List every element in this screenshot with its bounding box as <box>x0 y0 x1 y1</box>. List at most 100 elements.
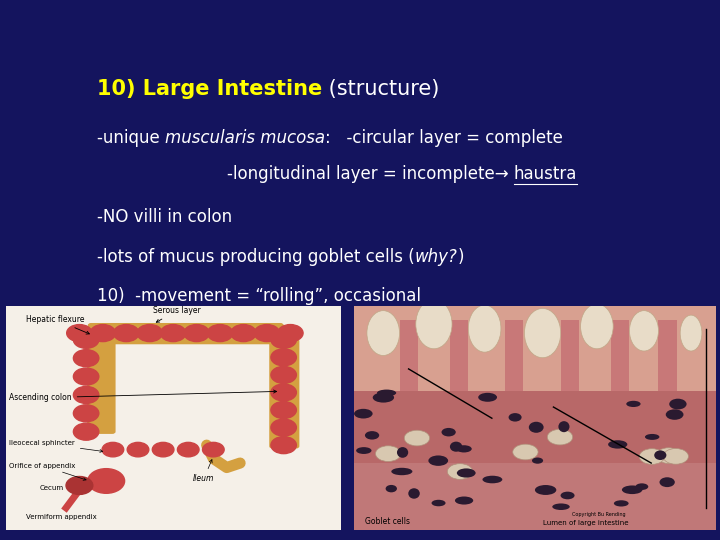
Text: Hepatic flexure: Hepatic flexure <box>26 315 89 334</box>
Ellipse shape <box>559 421 570 432</box>
FancyBboxPatch shape <box>354 306 716 530</box>
Text: -unique: -unique <box>96 129 165 147</box>
Ellipse shape <box>636 483 648 490</box>
Circle shape <box>114 325 139 342</box>
FancyBboxPatch shape <box>659 320 677 392</box>
Ellipse shape <box>608 440 627 449</box>
FancyBboxPatch shape <box>269 339 300 449</box>
Ellipse shape <box>386 485 397 492</box>
FancyBboxPatch shape <box>354 306 716 392</box>
Text: 10) Large Intestine: 10) Large Intestine <box>96 79 322 99</box>
Text: -NO villi in colon: -NO villi in colon <box>96 208 232 226</box>
Ellipse shape <box>478 393 497 402</box>
Circle shape <box>137 325 163 342</box>
FancyBboxPatch shape <box>6 306 341 530</box>
Ellipse shape <box>622 485 642 494</box>
Ellipse shape <box>408 488 420 499</box>
Ellipse shape <box>468 305 501 352</box>
Text: Ileum: Ileum <box>193 460 215 483</box>
Ellipse shape <box>663 449 688 464</box>
Ellipse shape <box>441 428 456 436</box>
Circle shape <box>254 325 279 342</box>
Circle shape <box>271 366 297 383</box>
Circle shape <box>153 442 174 457</box>
Ellipse shape <box>404 430 430 446</box>
Ellipse shape <box>428 455 448 466</box>
Text: Lumen of large intestine: Lumen of large intestine <box>543 520 628 526</box>
Circle shape <box>184 325 210 342</box>
FancyBboxPatch shape <box>88 323 284 345</box>
Ellipse shape <box>367 310 400 355</box>
Ellipse shape <box>447 464 473 480</box>
Ellipse shape <box>356 447 372 454</box>
Ellipse shape <box>654 450 667 460</box>
Text: Serous layer: Serous layer <box>153 306 201 322</box>
Ellipse shape <box>455 496 473 504</box>
Circle shape <box>271 384 297 401</box>
Ellipse shape <box>669 399 687 409</box>
Circle shape <box>66 476 93 495</box>
Text: Cecum: Cecum <box>40 485 63 491</box>
Circle shape <box>90 325 116 342</box>
Text: Ascending colon: Ascending colon <box>9 390 276 402</box>
Circle shape <box>177 442 199 457</box>
Circle shape <box>102 442 124 457</box>
Ellipse shape <box>532 457 543 464</box>
Circle shape <box>271 437 297 454</box>
Ellipse shape <box>639 449 665 464</box>
Ellipse shape <box>431 500 446 507</box>
Circle shape <box>73 350 99 367</box>
Ellipse shape <box>645 434 660 440</box>
Circle shape <box>127 442 149 457</box>
Text: :   -circular layer = complete: : -circular layer = complete <box>325 129 563 147</box>
Circle shape <box>271 419 297 436</box>
Ellipse shape <box>528 422 544 433</box>
Ellipse shape <box>365 431 379 440</box>
FancyBboxPatch shape <box>561 320 579 392</box>
Ellipse shape <box>524 308 561 357</box>
Ellipse shape <box>416 300 452 349</box>
Circle shape <box>67 325 92 342</box>
Ellipse shape <box>456 446 472 453</box>
FancyBboxPatch shape <box>505 320 523 392</box>
Text: Ileocecal sphincter: Ileocecal sphincter <box>9 440 103 453</box>
Circle shape <box>207 325 233 342</box>
FancyBboxPatch shape <box>87 340 116 434</box>
Ellipse shape <box>666 409 683 420</box>
Ellipse shape <box>561 491 575 500</box>
Circle shape <box>88 469 125 494</box>
Circle shape <box>73 387 99 403</box>
Ellipse shape <box>354 409 373 419</box>
FancyBboxPatch shape <box>354 392 716 463</box>
Ellipse shape <box>535 485 557 495</box>
Ellipse shape <box>626 401 641 407</box>
Text: haustra: haustra <box>513 165 577 183</box>
Ellipse shape <box>373 393 394 403</box>
Circle shape <box>271 349 297 366</box>
Circle shape <box>161 325 186 342</box>
Ellipse shape <box>482 476 503 483</box>
Circle shape <box>73 405 99 422</box>
Circle shape <box>271 402 297 418</box>
Ellipse shape <box>513 444 538 460</box>
Ellipse shape <box>450 442 462 452</box>
Ellipse shape <box>660 477 675 487</box>
Text: -longitudinal layer = incomplete→: -longitudinal layer = incomplete→ <box>227 165 513 183</box>
Circle shape <box>230 325 256 342</box>
Circle shape <box>73 368 99 385</box>
Ellipse shape <box>377 389 396 396</box>
Ellipse shape <box>680 315 702 351</box>
Ellipse shape <box>614 500 629 507</box>
Ellipse shape <box>547 429 572 445</box>
Text: muscularis mucosa: muscularis mucosa <box>165 129 325 147</box>
FancyBboxPatch shape <box>611 320 629 392</box>
Circle shape <box>202 442 224 457</box>
Circle shape <box>271 331 297 348</box>
FancyBboxPatch shape <box>400 320 418 392</box>
Text: why?: why? <box>414 248 457 266</box>
Ellipse shape <box>376 446 401 462</box>
Ellipse shape <box>508 413 521 422</box>
Text: ): ) <box>457 248 464 266</box>
Text: Goblet cells: Goblet cells <box>365 517 410 526</box>
Ellipse shape <box>580 304 613 349</box>
